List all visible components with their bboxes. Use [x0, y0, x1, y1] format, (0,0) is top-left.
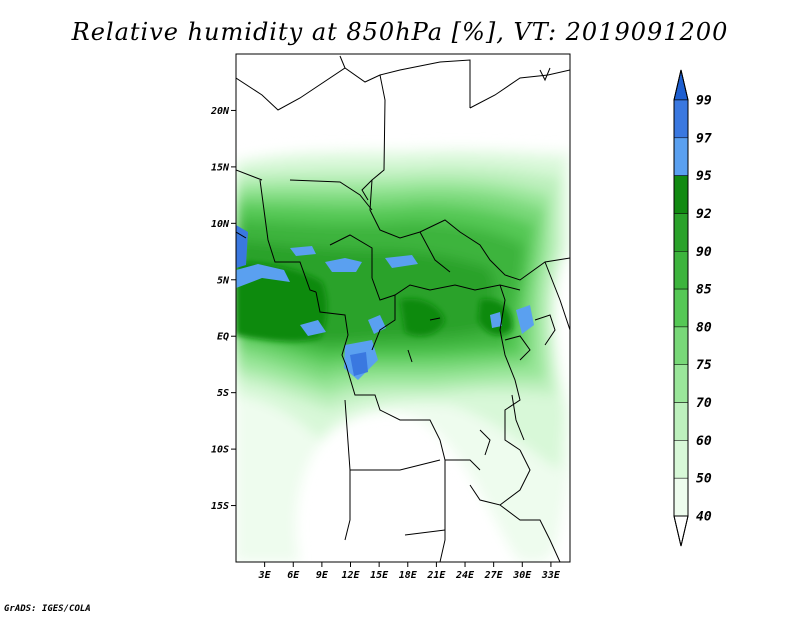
grads-credit: GrADS: IGES/COLA	[4, 604, 91, 614]
contour-95-plus	[236, 225, 534, 380]
colorbar-label: 40	[696, 510, 712, 525]
colorbar-label: 75	[696, 358, 712, 373]
colorbar-bottom-arrow	[673, 515, 689, 547]
contour-92-central	[400, 298, 445, 336]
lat-tick-label: 5N	[217, 275, 230, 286]
lat-tick-label: EQ	[217, 332, 229, 343]
colorbar-segment	[673, 440, 689, 479]
map-title: Relative humidity at 850hPa [%], VT: 201…	[71, 18, 729, 46]
colorbar-segment	[673, 99, 689, 139]
lon-tick-label: 33E	[541, 570, 561, 581]
country-borders	[236, 55, 570, 562]
lat-tick-label: 10N	[211, 219, 230, 230]
colorbar-segment	[673, 251, 689, 290]
colorbar: 99 97 95 92 90 85 80 75 70 60 50 40	[673, 69, 712, 547]
lon-tick-label: 21E	[426, 570, 446, 581]
lon-tick-label: 3E	[258, 570, 272, 581]
map-frame	[235, 53, 571, 563]
lon-tick-label: 6E	[287, 570, 300, 581]
lon-tick-label: 24E	[455, 570, 475, 581]
colorbar-label: 97	[696, 131, 712, 146]
lon-tick-label: 27E	[484, 570, 504, 581]
colorbar-segment	[673, 288, 689, 328]
colorbar-label: 95	[696, 169, 712, 184]
lon-tick-label: 9E	[316, 570, 329, 581]
colorbar-label: 70	[696, 396, 712, 411]
colorbar-segment	[673, 213, 689, 252]
colorbar-label: 60	[696, 434, 712, 449]
colorbar-top-arrow	[673, 69, 689, 101]
humidity-field	[236, 147, 570, 562]
longitude-axis: 3E 6E 9E 12E 15E 18E 21E 24E 27E 30E 33E	[258, 562, 561, 581]
colorbar-label: 80	[696, 320, 712, 335]
colorbar-outline	[673, 69, 689, 547]
colorbar-label: 50	[696, 472, 712, 487]
lon-tick-label: 18E	[399, 570, 418, 581]
lat-tick-label: 15S	[211, 501, 229, 512]
lon-tick-label: 12E	[341, 570, 360, 581]
colorbar-label: 85	[696, 283, 712, 298]
latitude-axis: 20N 15N 10N 5N EQ 5S 10S 15S	[210, 106, 236, 512]
colorbar-segment	[673, 364, 689, 403]
contour-92-west	[236, 262, 328, 342]
colorbar-segment	[673, 402, 689, 441]
lon-tick-label: 15E	[370, 570, 389, 581]
lat-tick-label: 10S	[211, 445, 229, 456]
lat-tick-label: 5S	[217, 388, 229, 399]
lat-tick-label: 15N	[211, 162, 230, 173]
colorbar-label: 90	[696, 245, 712, 260]
colorbar-segment	[673, 137, 689, 176]
colorbar-segment	[673, 175, 689, 214]
colorbar-label: 92	[696, 207, 712, 222]
colorbar-segment	[673, 477, 689, 517]
lat-tick-label: 20N	[210, 106, 230, 117]
lon-tick-label: 30E	[512, 570, 532, 581]
colorbar-segment	[673, 326, 689, 365]
colorbar-label: 99	[696, 94, 712, 109]
